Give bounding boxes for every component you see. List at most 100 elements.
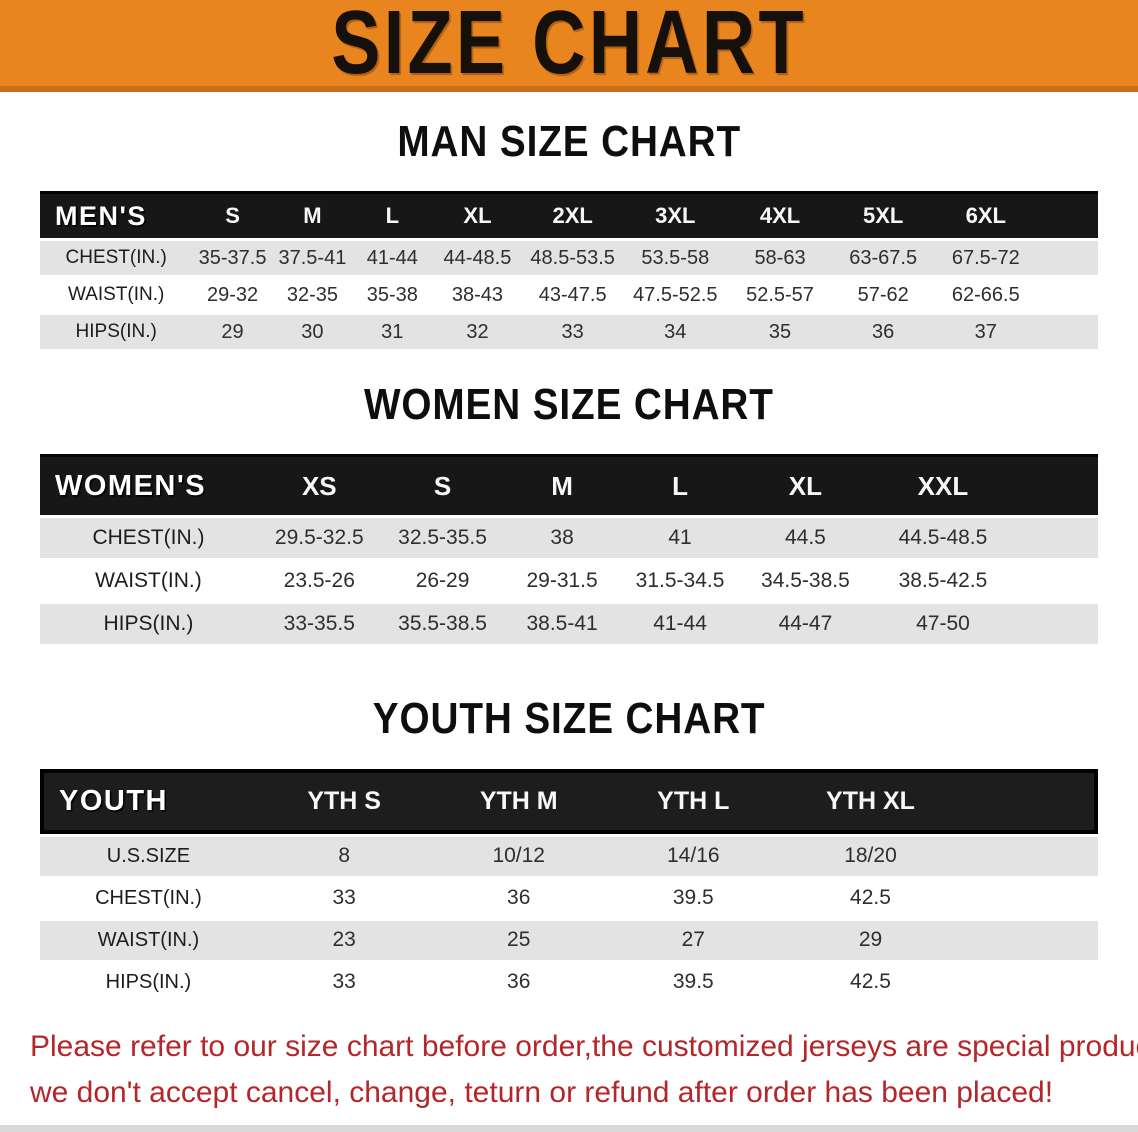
bottom-edge-strip: [0, 1125, 1138, 1132]
size-value: 38.5-42.5: [871, 558, 1015, 602]
size-value: 47-50: [871, 601, 1015, 645]
measurement-label: U.S.SIZE: [40, 833, 257, 876]
size-column-header: S: [192, 191, 273, 239]
size-value: 23.5-26: [256, 558, 382, 602]
size-column-header: L: [352, 191, 433, 239]
row-spacer: [960, 875, 1098, 918]
size-value: 18/20: [780, 833, 961, 876]
size-column-header: S: [381, 454, 504, 516]
size-value: 35-38: [352, 275, 433, 313]
disclaimer-line-1: Please refer to our size chart before or…: [30, 1029, 1138, 1063]
size-value: 25: [431, 917, 606, 960]
size-value: 31.5-34.5: [620, 558, 740, 602]
size-value: 32.5-35.5: [381, 515, 504, 559]
size-value: 42.5: [780, 959, 961, 1002]
header-spacer: [1014, 454, 1098, 516]
table-row: WAIST(IN.) 23 25 27 29: [40, 917, 1098, 960]
size-value: 14/16: [606, 833, 781, 876]
size-column-header: 4XL: [727, 191, 833, 239]
size-column-header: XL: [739, 454, 872, 516]
size-value: 10/12: [431, 833, 606, 876]
size-value: 33: [256, 959, 432, 1002]
measurement-label: HIPS(IN.): [40, 312, 193, 350]
size-value: 39.5: [606, 959, 781, 1002]
size-value: 52.5-57: [727, 275, 833, 313]
size-column-header: 3XL: [622, 191, 728, 239]
size-group-label: MEN'S: [40, 191, 193, 239]
header-spacer: [960, 768, 1098, 834]
size-value: 42.5: [780, 875, 961, 918]
row-spacer: [1037, 312, 1098, 350]
row-spacer: [1014, 515, 1098, 559]
size-value: 48.5-53.5: [522, 238, 623, 276]
size-group-label: YOUTH: [40, 768, 257, 834]
size-group-label: WOMEN'S: [40, 454, 257, 516]
size-value: 38.5-41: [503, 601, 621, 645]
disclaimer-line-2: we don't accept cancel, change, teturn o…: [30, 1076, 1054, 1110]
size-value: 44-47: [739, 601, 872, 645]
size-value: 44.5: [739, 515, 872, 559]
size-value: 27: [606, 917, 781, 960]
size-value: 29.5-32.5: [256, 515, 382, 559]
women-section-heading: WOMEN SIZE CHART: [0, 380, 1138, 430]
size-value: 29: [192, 312, 273, 350]
size-value: 43-47.5: [522, 275, 623, 313]
youth-header-row: YOUTH YTH S YTH M YTH L YTH XL: [40, 768, 1098, 834]
women-heading-text: WOMEN SIZE CHART: [364, 380, 774, 430]
measurement-label: WAIST(IN.): [40, 558, 257, 602]
row-spacer: [960, 833, 1098, 876]
size-column-header: YTH M: [431, 768, 606, 834]
banner-title: SIZE CHART: [331, 0, 807, 93]
size-chart-banner: SIZE CHART: [0, 0, 1138, 92]
size-value: 32-35: [272, 275, 353, 313]
table-row: HIPS(IN.) 33 36 39.5 42.5: [40, 959, 1098, 1002]
size-value: 41-44: [620, 601, 740, 645]
measurement-label: HIPS(IN.): [40, 959, 257, 1002]
size-value: 44.5-48.5: [871, 515, 1015, 559]
size-value: 44-48.5: [432, 238, 523, 276]
size-value: 31: [352, 312, 433, 350]
size-column-header: YTH S: [256, 768, 432, 834]
size-column-header: YTH L: [606, 768, 781, 834]
size-column-header: 2XL: [522, 191, 623, 239]
table-row: WAIST(IN.) 29-32 32-35 35-38 38-43 43-47.5 47.…: [40, 275, 1098, 313]
size-value: 39.5: [606, 875, 781, 918]
size-value: 36: [431, 959, 606, 1002]
size-column-header: XL: [432, 191, 523, 239]
size-value: 53.5-58: [622, 238, 728, 276]
man-section-heading: MAN SIZE CHART: [0, 118, 1138, 165]
size-value: 63-67.5: [832, 238, 934, 276]
size-value: 33-35.5: [256, 601, 382, 645]
size-column-header: M: [503, 454, 621, 516]
row-spacer: [1037, 238, 1098, 276]
size-value: 35.5-38.5: [381, 601, 504, 645]
disclaimer-text: Please refer to our size chart before or…: [30, 1024, 1138, 1117]
size-value: 33: [256, 875, 432, 918]
measurement-label: CHEST(IN.): [40, 238, 193, 276]
size-column-header: L: [620, 454, 740, 516]
size-value: 41-44: [352, 238, 433, 276]
size-value: 67.5-72: [933, 238, 1038, 276]
table-row: CHEST(IN.) 35-37.5 37.5-41 41-44 44-48.5 48.5…: [40, 238, 1098, 276]
size-value: 35: [727, 312, 833, 350]
row-spacer: [960, 959, 1098, 1002]
size-value: 26-29: [381, 558, 504, 602]
size-column-header: XXL: [871, 454, 1015, 516]
size-value: 38-43: [432, 275, 523, 313]
row-spacer: [1014, 601, 1098, 645]
size-value: 30: [272, 312, 353, 350]
size-value: 58-63: [727, 238, 833, 276]
size-value: 36: [832, 312, 934, 350]
row-spacer: [960, 917, 1098, 960]
size-value: 34: [622, 312, 728, 350]
table-row: WAIST(IN.) 23.5-26 26-29 29-31.5 31.5-34.5 34…: [40, 558, 1098, 602]
size-value: 37.5-41: [272, 238, 353, 276]
size-column-header: XS: [256, 454, 382, 516]
size-value: 57-62: [832, 275, 934, 313]
table-row: CHEST(IN.) 33 36 39.5 42.5: [40, 875, 1098, 918]
measurement-label: WAIST(IN.): [40, 275, 193, 313]
row-spacer: [1037, 275, 1098, 313]
table-row: CHEST(IN.) 29.5-32.5 32.5-35.5 38 41 44.5 44.5…: [40, 515, 1098, 559]
size-value: 32: [432, 312, 523, 350]
row-spacer: [1014, 558, 1098, 602]
